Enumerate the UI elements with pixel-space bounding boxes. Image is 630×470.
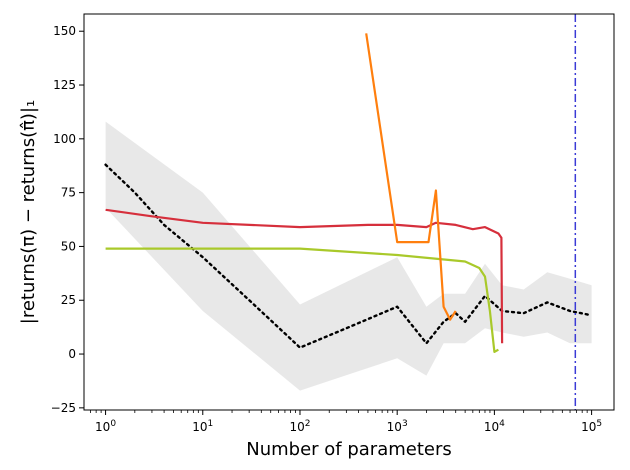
confidence-band-layer bbox=[105, 121, 592, 391]
series-0-line bbox=[104, 163, 593, 349]
y-tick-label: 75 bbox=[61, 186, 76, 200]
y-ticks: −25 0 25 50 75 100 125 150 bbox=[51, 24, 84, 415]
x-ticks: 100 101 102 103 104 105 bbox=[90, 410, 602, 434]
x-tick-label: 103 bbox=[387, 419, 408, 434]
y-tick-label: 25 bbox=[61, 293, 76, 307]
series-layer bbox=[104, 33, 593, 353]
y-tick-label: 50 bbox=[61, 239, 76, 253]
series-0-band bbox=[105, 121, 592, 391]
y-tick-label: 100 bbox=[53, 132, 76, 146]
x-tick-label: 101 bbox=[192, 419, 213, 434]
x-tick-label: 104 bbox=[484, 419, 505, 434]
x-tick-label: 105 bbox=[581, 419, 602, 434]
y-tick-label: 125 bbox=[53, 78, 76, 92]
y-tick-label: 150 bbox=[53, 24, 76, 38]
x-tick-label: 102 bbox=[289, 419, 310, 434]
y-tick-label: 0 bbox=[68, 347, 76, 361]
x-axis-title: Number of parameters bbox=[246, 439, 452, 460]
x-tick-label: 100 bbox=[95, 419, 116, 434]
plot-frame bbox=[83, 13, 615, 411]
series-3-line bbox=[365, 33, 457, 321]
y-tick-label: −25 bbox=[51, 401, 76, 415]
series-2-line bbox=[105, 247, 499, 353]
y-axis-title: |returns(π) − returns(π̂)|₁ bbox=[18, 100, 39, 324]
